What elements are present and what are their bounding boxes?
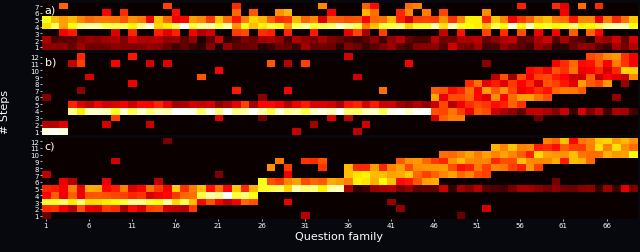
X-axis label: Question family: Question family xyxy=(295,231,383,241)
Text: c): c) xyxy=(45,141,55,151)
Text: b): b) xyxy=(45,57,56,67)
Text: # Steps: # Steps xyxy=(0,90,10,133)
Text: a): a) xyxy=(45,6,56,16)
